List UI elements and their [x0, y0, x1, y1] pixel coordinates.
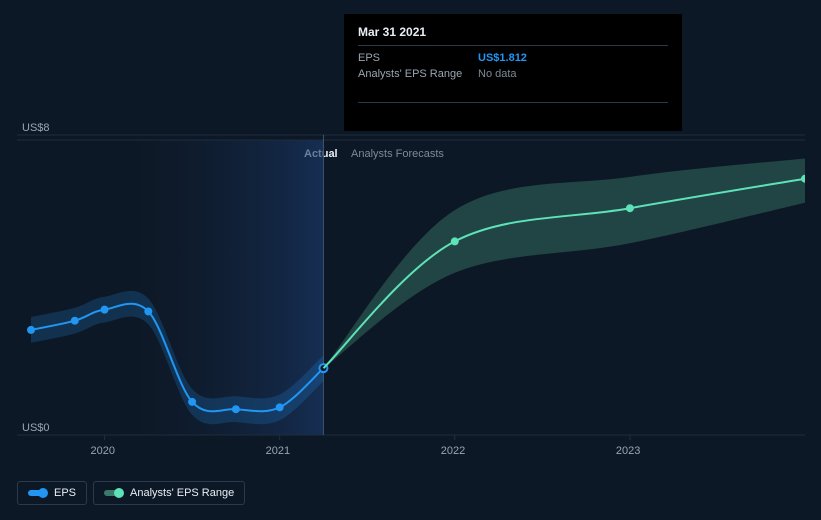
tooltip-label: Analysts' EPS Range	[358, 68, 478, 80]
legend-item-range[interactable]: Analysts' EPS Range	[93, 481, 245, 505]
chart-tooltip: Mar 31 2021 EPS US$1.812 Analysts' EPS R…	[344, 14, 682, 131]
tooltip-divider	[358, 102, 668, 103]
chart-svg	[17, 115, 805, 445]
tooltip-row-eps: EPS US$1.812	[358, 50, 668, 66]
tooltip-value: US$1.812	[478, 52, 527, 64]
x-axis-tick-label: 2021	[266, 445, 290, 457]
legend-item-eps[interactable]: EPS	[17, 481, 87, 505]
legend-swatch-eps	[28, 490, 46, 496]
tooltip-date: Mar 31 2021	[358, 25, 668, 46]
x-axis-tick-label: 2023	[616, 445, 640, 457]
legend-label: EPS	[54, 487, 76, 499]
x-axis-tick-label: 2022	[441, 445, 465, 457]
legend-label: Analysts' EPS Range	[130, 487, 234, 499]
tooltip-row-range: Analysts' EPS Range No data	[358, 66, 668, 82]
legend: EPS Analysts' EPS Range	[17, 481, 245, 505]
tooltip-label: EPS	[358, 52, 478, 64]
chart-area[interactable]	[17, 115, 805, 435]
tooltip-value: No data	[478, 68, 517, 80]
x-axis-tick-label: 2020	[91, 445, 115, 457]
legend-swatch-range	[104, 490, 122, 496]
